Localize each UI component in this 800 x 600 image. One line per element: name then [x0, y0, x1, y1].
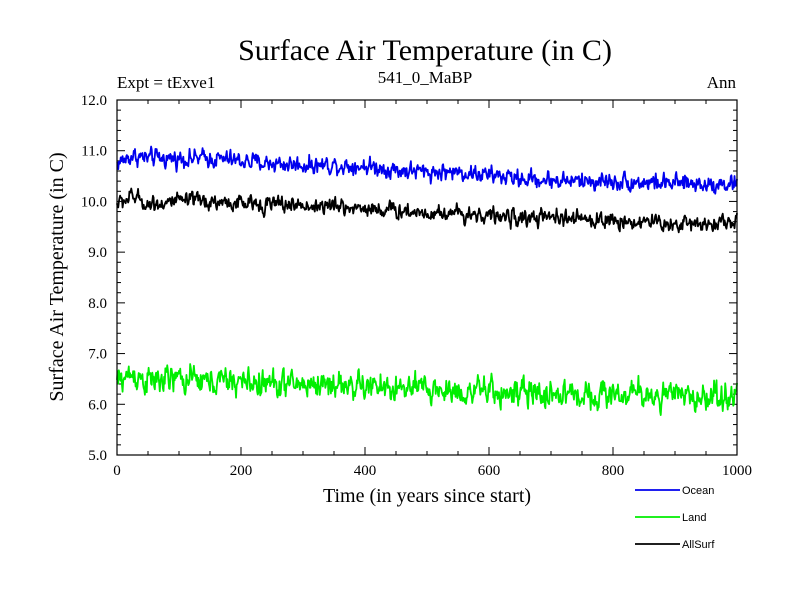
y-tick-label: 12.0: [81, 93, 107, 109]
subtitle-experiment: Expt = tExve1: [117, 73, 215, 92]
series-line-ocean: [116, 145, 738, 195]
x-tick-label: 0: [113, 463, 121, 479]
y-axis-label: Surface Air Temperature (in C): [46, 152, 68, 401]
x-tick-label: 800: [602, 463, 625, 479]
y-tick-label: 10.0: [81, 194, 107, 210]
y-tick-label: 11.0: [81, 144, 107, 160]
x-tick-label: 600: [478, 463, 501, 479]
series-line-land: [116, 363, 738, 416]
y-tick-label: 6.0: [88, 397, 107, 413]
legend-label-ocean: Ocean: [682, 485, 714, 497]
series-group: [116, 145, 738, 416]
series-line-allsurf: [116, 187, 738, 234]
y-tick-label: 8.0: [88, 296, 107, 312]
plot-frame: [116, 99, 738, 456]
legend: Ocean Land AllSurf: [635, 485, 715, 551]
legend-label-allsurf: AllSurf: [682, 539, 715, 551]
axis-ticks: 5.0 6.0 7.0 8.0 9.0 10.0 11.0 12.0 0 200 400 600 800…: [81, 93, 752, 479]
legend-label-land: Land: [682, 512, 706, 524]
subtitle-period: 541_0_MaBP: [378, 68, 472, 87]
y-tick-label: 7.0: [88, 347, 107, 363]
x-axis-label: Time (in years since start): [323, 485, 531, 507]
x-tick-label: 400: [354, 463, 377, 479]
x-tick-label: 200: [230, 463, 253, 479]
y-tick-label: 5.0: [88, 448, 107, 464]
y-tick-label: 9.0: [88, 245, 107, 261]
subtitle-season: Ann: [707, 73, 737, 92]
chart-title: Surface Air Temperature (in C): [238, 34, 612, 67]
x-tick-label: 1000: [722, 463, 752, 479]
